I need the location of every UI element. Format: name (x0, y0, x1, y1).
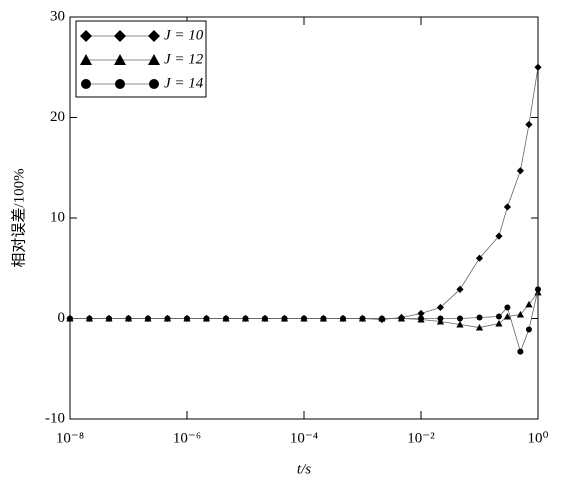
marker (534, 63, 542, 71)
marker (378, 315, 385, 322)
marker (114, 30, 126, 42)
x-tick-label: 10⁻² (407, 430, 435, 446)
marker (203, 315, 210, 322)
x-tick-label: 10⁻⁸ (56, 430, 84, 446)
marker (525, 300, 533, 308)
marker (105, 315, 112, 322)
marker (437, 315, 444, 322)
marker (261, 315, 268, 322)
marker (517, 348, 524, 355)
marker (495, 232, 503, 240)
marker (242, 315, 249, 322)
marker (67, 315, 73, 322)
marker (301, 315, 307, 322)
marker (281, 315, 288, 322)
legend-label: J = 14 (164, 75, 204, 91)
marker (359, 315, 366, 322)
marker (148, 30, 160, 42)
marker (149, 79, 159, 89)
x-tick-label: 10⁻⁶ (173, 430, 201, 446)
marker (456, 320, 464, 328)
marker (148, 54, 160, 65)
marker (495, 319, 503, 327)
marker (81, 79, 91, 89)
marker (476, 314, 483, 321)
marker (114, 54, 126, 65)
y-tick-label: 0 (58, 310, 66, 326)
marker (339, 315, 346, 322)
marker (495, 313, 502, 320)
marker (516, 167, 524, 175)
y-tick-label: 30 (50, 8, 65, 24)
marker (516, 310, 524, 318)
marker (525, 120, 533, 129)
x-tick-label: 10⁻⁴ (290, 430, 318, 446)
marker (115, 79, 125, 89)
x-tick-label: 10⁰ (527, 430, 548, 446)
marker (418, 315, 424, 322)
marker (456, 315, 463, 322)
marker (535, 286, 541, 293)
legend-label: J = 10 (164, 27, 204, 43)
y-tick-label: -10 (45, 410, 65, 426)
marker (504, 304, 511, 311)
marker (503, 312, 512, 320)
series-line (70, 67, 539, 320)
marker (86, 315, 93, 322)
marker (525, 326, 532, 333)
marker (398, 315, 405, 322)
marker (80, 54, 92, 65)
marker (222, 315, 229, 322)
marker (164, 315, 171, 322)
marker (320, 315, 327, 322)
y-tick-label: 20 (50, 109, 65, 125)
y-tick-label: 10 (50, 209, 65, 225)
marker (184, 315, 190, 322)
series-line (70, 292, 539, 328)
marker (475, 323, 484, 331)
marker (503, 203, 512, 211)
x-axis-label: t/s (297, 461, 311, 477)
marker (144, 315, 151, 322)
marker (475, 254, 484, 262)
legend-label: J = 12 (164, 51, 204, 67)
marker (80, 30, 92, 42)
marker (125, 315, 132, 322)
y-axis-label: 相对误差/100% (10, 168, 27, 267)
marker (436, 303, 445, 312)
